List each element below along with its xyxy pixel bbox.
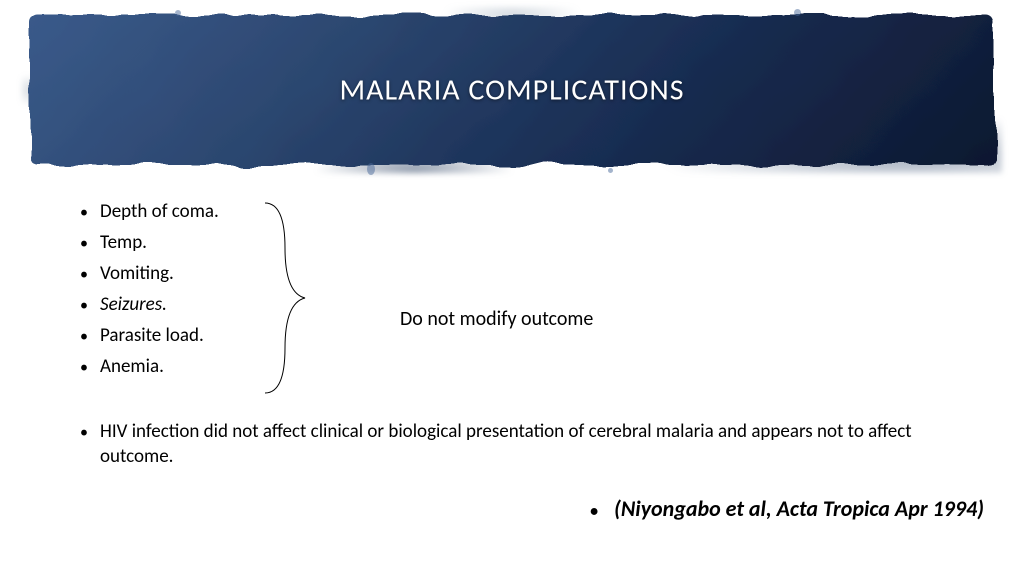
list-item: Temp. bbox=[80, 231, 984, 254]
title-banner: MALARIA COMPLICATIONS bbox=[30, 15, 994, 165]
brace-annotation: Do not modify outcome bbox=[400, 307, 593, 331]
bullet-icon bbox=[80, 231, 100, 254]
bullet-icon bbox=[80, 355, 100, 378]
citation-text: (Niyongabo et al, Acta Tropica Apr 1994) bbox=[614, 495, 984, 522]
splatter-dot bbox=[367, 163, 375, 175]
note-text: HIV infection did not affect clinical or… bbox=[100, 420, 984, 469]
bullet-icon bbox=[80, 420, 100, 445]
splatter-dot bbox=[608, 168, 613, 173]
list-item-text: Vomiting. bbox=[100, 262, 174, 285]
note-section: HIV infection did not affect clinical or… bbox=[80, 420, 984, 469]
note-item: HIV infection did not affect clinical or… bbox=[80, 420, 984, 469]
bullet-icon bbox=[80, 200, 100, 223]
list-item-text: Anemia. bbox=[100, 355, 164, 378]
list-item: Depth of coma. bbox=[80, 200, 984, 223]
slide-title: MALARIA COMPLICATIONS bbox=[339, 72, 684, 109]
list-item: Vomiting. bbox=[80, 262, 984, 285]
list-item: Anemia. bbox=[80, 355, 984, 378]
list-item-text: Seizures. bbox=[100, 293, 167, 316]
list-item-text: Parasite load. bbox=[100, 324, 204, 347]
list-item-text: Temp. bbox=[100, 231, 147, 254]
citation: (Niyongabo et al, Acta Tropica Apr 1994) bbox=[590, 495, 984, 522]
list-item-text: Depth of coma. bbox=[100, 200, 219, 223]
splatter-dot bbox=[175, 10, 181, 16]
bullet-icon bbox=[80, 262, 100, 285]
bullet-list: Depth of coma. Temp. Vomiting. Seizures.… bbox=[80, 200, 984, 386]
bullet-icon bbox=[590, 495, 614, 522]
brace-bracket-icon bbox=[260, 198, 320, 398]
bullet-icon bbox=[80, 293, 100, 316]
bullet-icon bbox=[80, 324, 100, 347]
